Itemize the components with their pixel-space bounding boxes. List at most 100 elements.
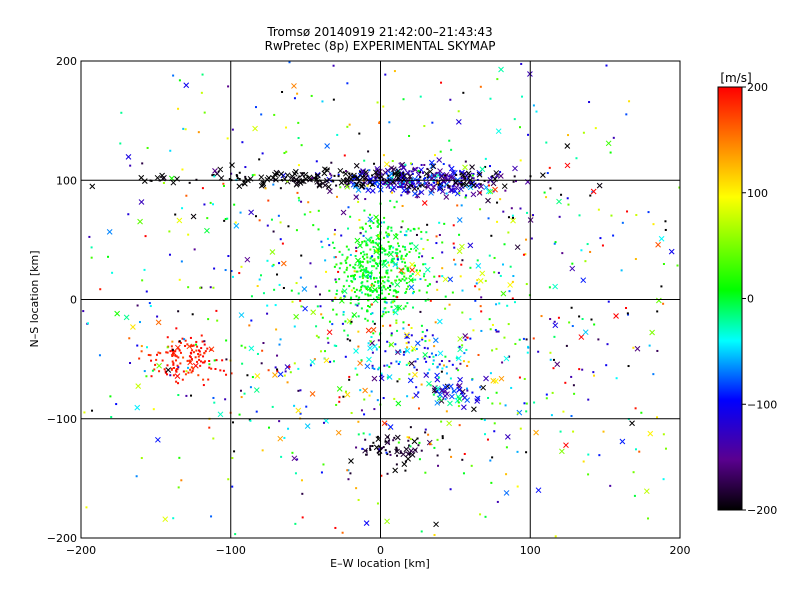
data-point-dot: [396, 258, 399, 261]
data-point-dot: [371, 259, 374, 262]
data-point-dot: [370, 336, 373, 339]
data-point-cross: [310, 309, 317, 316]
data-point-dot: [341, 253, 344, 256]
data-point-dot: [408, 181, 411, 184]
data-point-dot: [140, 345, 143, 348]
data-point-dot: [367, 285, 370, 288]
data-point-dot: [462, 175, 465, 178]
colorbar-tick-label: 0: [747, 293, 754, 306]
data-point-dot: [479, 386, 482, 389]
data-point-dot: [371, 184, 374, 187]
data-point-dot: [254, 215, 257, 218]
data-point-dot: [172, 74, 175, 77]
data-point-dot: [410, 334, 413, 337]
data-point-dot: [464, 338, 467, 341]
data-point-dot: [408, 453, 411, 456]
data-point-cross: [302, 171, 309, 178]
data-point-cross: [467, 184, 474, 191]
data-point-dot: [420, 230, 423, 233]
data-point-dot: [155, 358, 158, 361]
data-point-dot: [472, 329, 475, 332]
data-point-cross: [327, 188, 333, 195]
data-point-cross: [456, 217, 463, 223]
data-point-dot: [179, 341, 182, 344]
data-point-dot: [377, 257, 380, 260]
data-point-dot: [545, 397, 548, 400]
data-point-dot: [496, 78, 499, 81]
data-point-dot: [377, 250, 380, 253]
data-point-dot: [293, 404, 296, 407]
data-point-dot: [448, 360, 451, 363]
data-point-dot: [401, 260, 404, 263]
data-point-dot: [178, 340, 181, 343]
data-point-dot: [358, 218, 361, 221]
data-point-dot: [571, 262, 574, 265]
data-point-cross: [252, 125, 258, 132]
data-point-dot: [200, 334, 203, 337]
data-point-cross: [435, 385, 441, 392]
data-point-dot: [355, 246, 358, 249]
data-point-cross: [277, 371, 284, 378]
data-point-dot: [497, 271, 500, 274]
data-point-dot: [499, 274, 502, 277]
data-point-dot: [299, 276, 302, 279]
data-point-dot: [392, 295, 395, 298]
data-point-dot: [460, 183, 463, 186]
data-point-dot: [169, 374, 172, 377]
data-point-dot: [363, 398, 366, 401]
x-tick-label: −200: [66, 544, 96, 557]
data-point-cross: [192, 362, 199, 369]
data-point-dot: [428, 443, 431, 446]
data-point-dot: [353, 274, 356, 277]
data-point-dot: [260, 274, 263, 277]
data-point-cross: [422, 352, 429, 358]
data-point-cross: [433, 521, 439, 528]
data-point-dot: [578, 214, 581, 217]
data-point-dot: [380, 276, 383, 279]
data-point-dot: [231, 275, 234, 278]
data-point-dot: [189, 368, 192, 371]
data-point-dot: [300, 305, 303, 308]
data-point-dot: [421, 330, 424, 333]
data-point-dot: [327, 341, 330, 344]
data-point-dot: [423, 178, 426, 181]
data-point-dot: [511, 297, 514, 300]
data-point-dot: [522, 337, 525, 340]
data-point-dot: [378, 248, 381, 251]
data-point-cross: [165, 367, 172, 373]
data-point-dot: [491, 323, 494, 326]
data-point-dot: [343, 329, 346, 332]
data-point-dot: [374, 262, 377, 265]
data-point-dot: [366, 187, 369, 190]
data-point-cross: [125, 154, 132, 160]
data-point-dot: [427, 433, 430, 436]
data-point-dot: [86, 322, 89, 325]
data-point-dot: [400, 256, 403, 259]
data-point-dot: [262, 180, 265, 183]
data-point-dot: [403, 279, 406, 282]
data-point-dot: [378, 242, 381, 245]
data-point-dot: [283, 374, 286, 377]
data-point-dot: [194, 356, 197, 359]
data-point-dot: [221, 359, 224, 362]
data-point-dot: [461, 391, 464, 394]
data-point-dot: [344, 259, 347, 262]
data-point-dot: [471, 174, 474, 177]
data-point-cross: [493, 170, 500, 176]
data-point-dot: [404, 292, 407, 295]
x-axis-ticks: −200 −100 0 100 200: [66, 544, 691, 557]
data-point-dot: [360, 269, 363, 272]
data-point-cross: [162, 516, 169, 523]
data-point-dot: [394, 279, 397, 282]
data-point-dot: [552, 358, 555, 361]
data-point-dot: [91, 409, 94, 412]
data-point-dot: [336, 195, 339, 198]
data-point-cross: [412, 190, 418, 197]
data-point-dot: [396, 177, 399, 180]
data-point-dot: [494, 328, 497, 331]
data-point-cross: [272, 171, 278, 178]
data-point-dot: [200, 91, 203, 94]
data-point-dot: [185, 194, 188, 197]
data-point-dot: [415, 249, 418, 252]
